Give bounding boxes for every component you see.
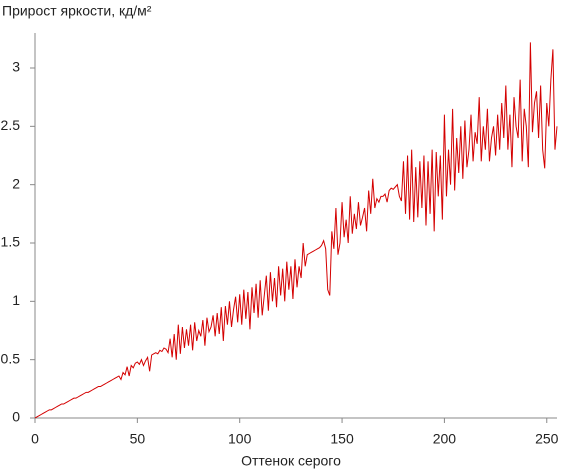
y-tick-label: 3 — [12, 59, 20, 75]
y-tick-label: 2.5 — [1, 117, 21, 133]
x-tick-label: 250 — [535, 431, 559, 447]
x-axis-label: Оттенок серого — [241, 453, 341, 469]
x-tick-label: 200 — [433, 431, 457, 447]
x-tick-label: 100 — [228, 431, 252, 447]
x-tick-label: 150 — [330, 431, 354, 447]
y-tick-label: 1 — [12, 292, 20, 308]
y-tick-label: 2 — [12, 175, 20, 191]
y-tick-label: 0 — [12, 409, 20, 425]
y-tick-label: 0.5 — [1, 350, 21, 366]
y-tick-label: 1.5 — [1, 234, 21, 250]
x-tick-label: 0 — [31, 431, 39, 447]
chart-title: Прирост яркости, кд/м² — [2, 3, 152, 19]
x-tick-label: 50 — [130, 431, 146, 447]
data-line — [34, 42, 558, 419]
